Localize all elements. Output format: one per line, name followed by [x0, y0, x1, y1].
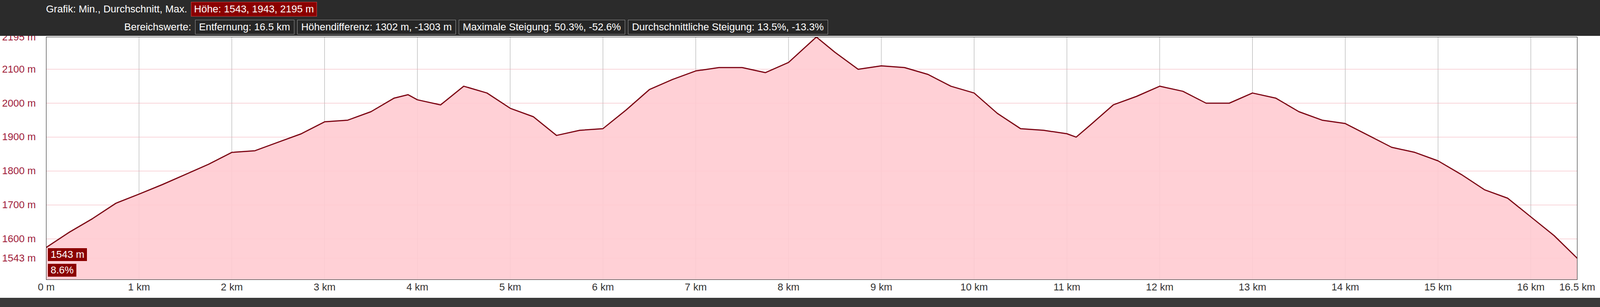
- html-text:Grafik: Min., Durchschnitt, Ma: Grafik: Min., Durchschnitt, Max.: [46, 2, 188, 15]
- svg-text:7 km: 7 km: [684, 281, 708, 294]
- svg-text:2000 m: 2000 m: [2, 97, 36, 110]
- svg-text:3 km: 3 km: [313, 281, 336, 294]
- svg-text:0 m: 0 m: [37, 281, 55, 294]
- svg-text:4 km: 4 km: [406, 281, 429, 294]
- svg-text:1 km: 1 km: [127, 281, 150, 294]
- html-text:Maximale Steigung: 50.3%, -52.: Maximale Steigung: 50.3%, -52.6%: [462, 20, 621, 33]
- svg-text:2 km: 2 km: [220, 281, 243, 294]
- html-text:Bereichswerte:: Bereichswerte:: [124, 20, 192, 33]
- svg-text:6 km: 6 km: [592, 281, 615, 294]
- html-text:Entfernung: 16.5 km: Entfernung: 16.5 km: [198, 20, 291, 33]
- svg-text:16.5 km: 16.5 km: [1559, 281, 1595, 294]
- svg-text:5 km: 5 km: [499, 281, 522, 294]
- svg-text:12 km: 12 km: [1145, 281, 1174, 294]
- html-text:Durchschnittliche Steigung: 13: Durchschnittliche Steigung: 13.5%, -13.3…: [631, 20, 824, 33]
- svg-text:15 km: 15 km: [1424, 281, 1452, 294]
- html-text:Höhe: 1543, 1943, 2195 m: Höhe: 1543, 1943, 2195 m: [194, 2, 314, 15]
- svg-text:13 km: 13 km: [1238, 281, 1267, 294]
- svg-text:8 km: 8 km: [777, 281, 800, 294]
- svg-text:9 km: 9 km: [870, 281, 893, 294]
- html-text:1543 m: 1543 m: [50, 248, 85, 261]
- html-text:Höhendifferenz: 1302 m, -1303: Höhendifferenz: 1302 m, -1303 m: [301, 20, 452, 33]
- svg-text:1543 m: 1543 m: [2, 252, 36, 265]
- svg-text:16 km: 16 km: [1517, 281, 1545, 294]
- svg-text:2195 m: 2195 m: [2, 35, 36, 43]
- svg-text:14 km: 14 km: [1331, 281, 1359, 294]
- html-text:8.6%: 8.6%: [50, 264, 74, 277]
- svg-text:1800 m: 1800 m: [2, 165, 36, 177]
- svg-text:1700 m: 1700 m: [2, 199, 36, 211]
- svg-text:1900 m: 1900 m: [2, 131, 36, 143]
- svg-text:2100 m: 2100 m: [2, 63, 36, 75]
- svg-text:1600 m: 1600 m: [2, 233, 36, 245]
- svg-text:11 km: 11 km: [1053, 281, 1081, 294]
- svg-text:10 km: 10 km: [960, 281, 989, 294]
